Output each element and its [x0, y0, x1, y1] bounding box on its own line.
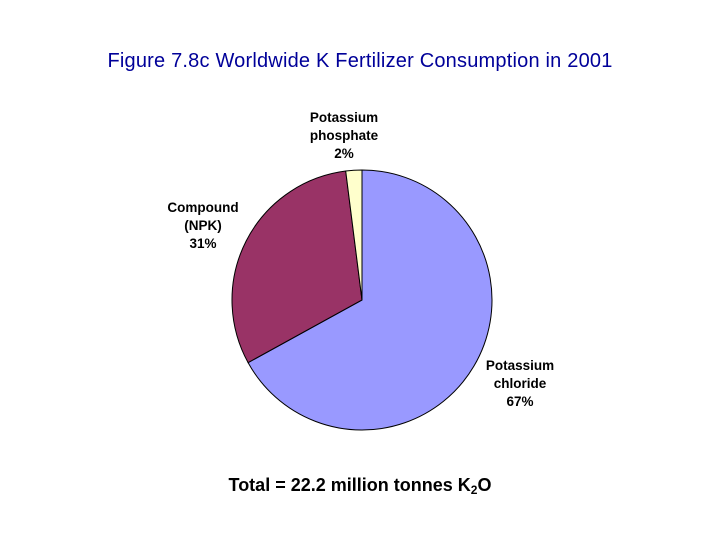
slice-label-line: 2% — [334, 146, 354, 161]
pie-slice-compound-npk — [231, 170, 363, 364]
slice-label-line: Potassium — [486, 358, 554, 373]
pie-labels: Potassium chloride 67% Compound (NPK) 31% Pota… — [167, 110, 554, 409]
slice-label-line: 31% — [189, 236, 216, 251]
total-prefix: Total = 22.2 million tonnes K — [228, 475, 471, 495]
pie-slice-potassium-phosphate — [345, 169, 363, 301]
slice-label-line: chloride — [494, 376, 547, 391]
slice-label: Compound (NPK) 31% — [167, 200, 238, 251]
pie-slices — [231, 169, 493, 431]
total-subscript: 2 — [470, 483, 478, 497]
slice-label-line: phosphate — [310, 128, 379, 143]
pie-slice-potassium-chloride — [247, 169, 493, 431]
chart-title: Figure 7.8c Worldwide K Fertilizer Consu… — [107, 50, 613, 72]
slice-label-line: (NPK) — [184, 218, 222, 233]
slice-label-line: Compound — [167, 200, 238, 215]
slice-label: Potassium phosphate 2% — [310, 110, 379, 161]
slice-label-line: 67% — [506, 394, 533, 409]
total-suffix: O — [477, 475, 492, 495]
slice-label-line: Potassium — [310, 110, 378, 125]
slice-label: Potassium chloride 67% — [486, 358, 554, 409]
total-note: Total = 22.2 million tonnes K2O — [0, 475, 720, 497]
